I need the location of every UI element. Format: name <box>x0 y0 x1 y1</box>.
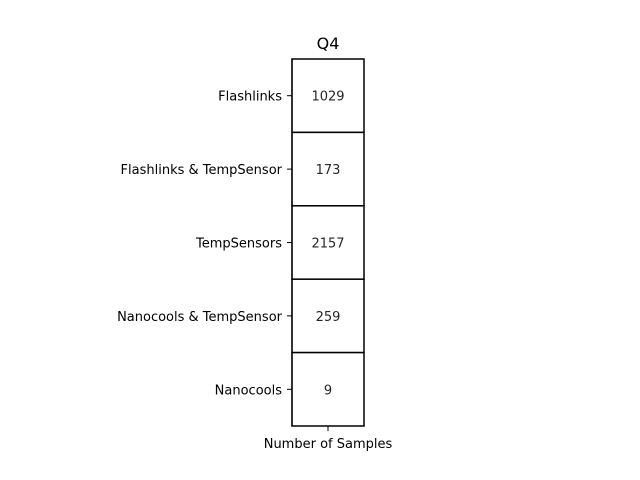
y-axis-tick-labels: Flashlinks Flashlinks & TempSensor TempSen… <box>117 90 292 398</box>
x-axis-tick-labels: Number of Samples <box>264 426 393 452</box>
cell-value-label: 2157 <box>311 237 344 252</box>
y-tick-label: Flashlinks & TempSensor <box>121 163 283 178</box>
chart-title: Q4 <box>317 34 340 53</box>
heatmap-cells: 1029 173 2157 259 9 <box>291 58 365 427</box>
heatmap-cell <box>291 58 365 134</box>
y-tick-label: Flashlinks <box>218 90 282 105</box>
cell-value-label: 259 <box>316 310 341 325</box>
y-tick-label: Nanocools & TempSensor <box>117 310 283 325</box>
y-tick-label: Nanocools <box>215 383 283 398</box>
cell-value-label: 1029 <box>311 90 344 105</box>
heatmap-cell <box>291 278 365 354</box>
cell-value-label: 173 <box>316 163 341 178</box>
heatmap-cell <box>291 131 365 207</box>
cell-value-label: 9 <box>324 383 332 398</box>
heatmap-cell <box>291 205 365 280</box>
y-tick-label: TempSensors <box>195 237 282 252</box>
x-tick-label: Number of Samples <box>264 437 393 452</box>
